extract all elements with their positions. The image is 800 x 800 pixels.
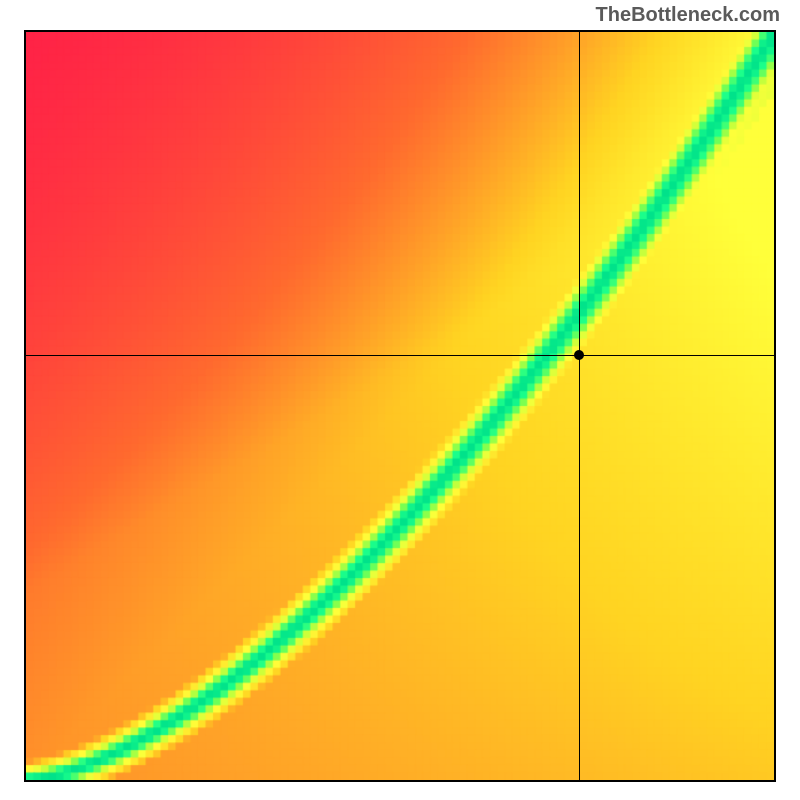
- watermark-text: TheBottleneck.com: [596, 4, 780, 27]
- heatmap-plot: [24, 30, 776, 782]
- heatmap-canvas: [26, 32, 774, 780]
- crosshair-marker: [574, 350, 584, 360]
- crosshair-vertical: [579, 32, 580, 780]
- crosshair-horizontal: [26, 355, 774, 356]
